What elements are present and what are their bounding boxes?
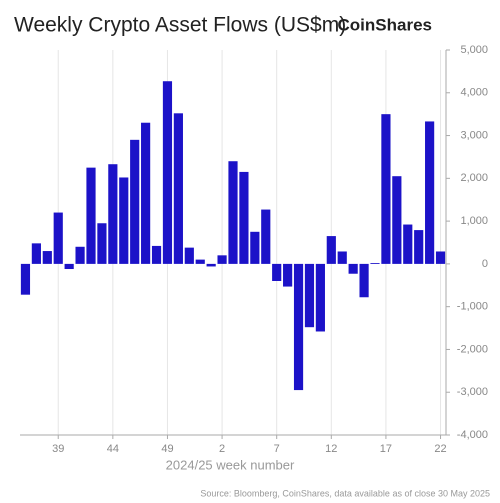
bar <box>162 81 173 264</box>
bar <box>53 212 63 264</box>
x-tick-label: 7 <box>274 443 280 455</box>
bar <box>414 230 424 264</box>
chart-title: Weekly Crypto Asset Flows (US$m) <box>14 14 346 37</box>
y-tick-label: -2,000 <box>457 343 488 355</box>
bar <box>228 161 238 264</box>
bar <box>141 122 151 264</box>
x-tick-label: 12 <box>325 443 337 455</box>
x-tick-label: 49 <box>161 443 173 455</box>
bar <box>86 167 96 264</box>
x-axis-title: 2024/25 week number <box>166 457 295 472</box>
bar <box>261 209 271 264</box>
y-tick-label: 1,000 <box>460 215 488 227</box>
bar <box>425 121 435 264</box>
y-tick-label: 3,000 <box>460 129 488 141</box>
y-tick-label: -3,000 <box>457 386 488 398</box>
bar <box>239 171 249 264</box>
bar <box>31 243 41 264</box>
y-tick-label: -4,000 <box>457 429 488 441</box>
bar <box>381 114 391 264</box>
bar <box>97 223 107 264</box>
bar <box>173 113 183 264</box>
y-tick-label: 0 <box>482 258 488 270</box>
bar <box>293 263 304 391</box>
bar <box>195 259 205 264</box>
source-note: Source: Bloomberg, CoinShares, data avai… <box>200 488 490 498</box>
bar <box>337 251 347 264</box>
bar <box>283 263 293 287</box>
bar <box>184 247 194 264</box>
bar <box>151 245 162 264</box>
bar <box>217 255 227 264</box>
y-tick-label: 4,000 <box>460 87 488 99</box>
bar <box>435 251 446 264</box>
y-tick-label: -1,000 <box>457 301 488 313</box>
x-tick-label: 17 <box>380 443 392 455</box>
bar <box>304 263 315 328</box>
bar <box>272 263 282 281</box>
bar <box>206 263 216 267</box>
x-tick-label: 2 <box>219 443 225 455</box>
y-tick-label: 2,000 <box>460 172 488 184</box>
bar <box>75 246 85 264</box>
bar <box>370 263 380 264</box>
x-tick-label: 44 <box>107 443 119 455</box>
bar <box>108 164 118 264</box>
bar <box>130 139 140 264</box>
bar <box>348 263 358 274</box>
y-tick-label: 5,000 <box>460 44 488 56</box>
bar <box>250 231 260 264</box>
bar <box>403 224 413 264</box>
bar <box>42 251 52 264</box>
bar <box>64 263 74 270</box>
x-tick-label: 22 <box>434 443 446 455</box>
brand-logo: CoinShares <box>338 15 432 34</box>
bar <box>326 236 336 264</box>
bar <box>315 263 325 332</box>
bar <box>392 176 402 264</box>
bar <box>20 263 31 295</box>
bar <box>119 177 129 264</box>
x-tick-label: 39 <box>52 443 64 455</box>
bar <box>359 263 369 298</box>
